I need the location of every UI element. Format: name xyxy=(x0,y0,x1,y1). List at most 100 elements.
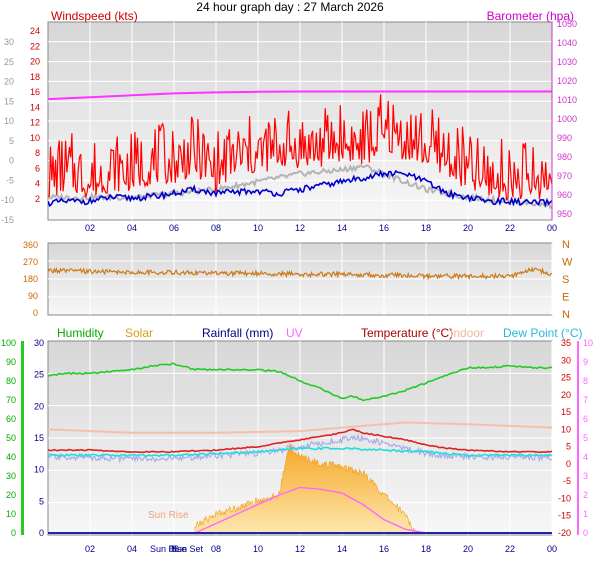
temperature-tick: 0 xyxy=(566,459,571,469)
uv-tick: 1 xyxy=(583,509,588,519)
compass-label: E xyxy=(562,292,569,304)
x-tick-label: 04 xyxy=(127,223,137,233)
rainfall-ticks: 30 25 20 15 10 5 0 xyxy=(34,338,44,538)
x-tick-label: 10 xyxy=(253,223,263,233)
barometer-tick: 1050 xyxy=(557,19,577,29)
wind-x-ticks: 02 04 06 08 10 12 14 16 18 20 22 00 xyxy=(85,223,557,233)
direction-degree-tick: 90 xyxy=(28,291,38,301)
uv-tick: 6 xyxy=(583,414,588,424)
climate-x-ticks: 02 04 06 08 10 12 14 16 18 20 22 00 xyxy=(85,544,557,554)
humidity-tick: 20 xyxy=(6,490,16,500)
windspeed-inner-tick: 16 xyxy=(30,87,40,97)
windspeed-outer-tick: 15 xyxy=(4,96,14,106)
x-tick-label: 16 xyxy=(379,223,389,233)
windspeed-inner-tick: 12 xyxy=(30,118,40,128)
temperature-tick: 20 xyxy=(561,390,571,400)
barometer-title: Barometer (hpa) xyxy=(487,9,574,23)
compass-label: W xyxy=(562,257,573,269)
uv-tick: 10 xyxy=(583,338,593,348)
windspeed-inner-ticks: 24 22 20 18 16 14 12 10 8 6 4 2 xyxy=(30,26,40,204)
x-tick-label: 20 xyxy=(463,223,473,233)
uv-tick: 9 xyxy=(583,357,588,367)
x-tick-label: 20 xyxy=(463,544,473,554)
wind-panel: Windspeed (kts) Barometer (hpa) 30252015… xyxy=(1,9,577,233)
humidity-line xyxy=(48,362,552,402)
uv-tick: 8 xyxy=(583,376,588,386)
temperature-line xyxy=(48,428,552,454)
rainfall-tick: 10 xyxy=(34,465,44,475)
temperature-tick: 25 xyxy=(561,373,571,383)
direction-panel-grid xyxy=(48,243,553,315)
legend-humidity: Humidity xyxy=(57,326,104,340)
uv-tick: 3 xyxy=(583,471,588,481)
humidity-tick: 80 xyxy=(6,376,16,386)
direction-degree-tick: 270 xyxy=(23,257,38,267)
windspeed-outer-tick: 5 xyxy=(9,136,14,146)
barometer-tick: 980 xyxy=(557,152,572,162)
legend-uv: UV xyxy=(286,326,303,340)
x-tick-label: 00 xyxy=(547,223,557,233)
humidity-tick: 70 xyxy=(6,395,16,405)
wind-gust-line xyxy=(48,94,552,201)
humidity-tick: 60 xyxy=(6,414,16,424)
compass-label: N xyxy=(562,309,570,321)
windspeed-inner-tick: 14 xyxy=(30,102,40,112)
legend-temperature: Temperature (°C) xyxy=(361,326,453,340)
humidity-axis-bar xyxy=(21,341,24,535)
dew-point-line xyxy=(48,446,552,458)
windspeed-outer-tick: -15 xyxy=(1,215,14,225)
x-tick-label: 12 xyxy=(295,223,305,233)
rainfall-tick: 30 xyxy=(34,338,44,348)
x-tick-label: 10 xyxy=(253,544,263,554)
uv-tick: 2 xyxy=(583,490,588,500)
uv-tick: 4 xyxy=(583,452,588,462)
compass-label: N xyxy=(562,239,570,251)
x-tick-label: 00 xyxy=(547,544,557,554)
barometer-tick: 1030 xyxy=(557,57,577,67)
windspeed-outer-ticks: 30 25 20 15 10 5 0 -5 -10 -15 xyxy=(1,37,14,225)
barometer-tick: 1040 xyxy=(557,38,577,48)
wind-panel-series xyxy=(48,90,552,210)
rainfall-tick: 5 xyxy=(39,496,44,506)
humidity-tick: 0 xyxy=(11,528,16,538)
windspeed-inner-tick: 6 xyxy=(35,163,40,173)
sunrise-axis-label: Sun Rise xyxy=(150,544,187,554)
wind-direction-line xyxy=(48,266,552,281)
x-tick-label: 04 xyxy=(127,544,137,554)
humidity-tick: 50 xyxy=(6,433,16,443)
temperature-tick: 35 xyxy=(561,338,571,348)
temperature-tick: -10 xyxy=(558,493,571,503)
x-tick-label: 12 xyxy=(295,544,305,554)
x-tick-label: 16 xyxy=(379,544,389,554)
x-tick-label: 14 xyxy=(337,223,347,233)
compass-label: S xyxy=(562,274,569,286)
windspeed-outer-tick: 20 xyxy=(4,77,14,87)
uv-tick: 7 xyxy=(583,395,588,405)
graph-title: 24 hour graph day : 27 March 2026 xyxy=(196,0,384,14)
legend-dew-point: Dew Point (°C) xyxy=(503,326,582,340)
barometer-tick: 1000 xyxy=(557,114,577,124)
barometer-tick: 1020 xyxy=(557,76,577,86)
barometer-line xyxy=(48,90,552,101)
solar-area xyxy=(194,442,416,535)
windspeed-outer-tick: 0 xyxy=(9,156,14,166)
temperature-tick: 15 xyxy=(561,407,571,417)
humidity-tick: 90 xyxy=(6,357,16,367)
legend-indoor: Indoor xyxy=(450,326,484,340)
temperature-ticks: 35 30 25 20 15 10 5 0 -5 -10 -15 -20 xyxy=(558,338,571,538)
humidity-tick: 10 xyxy=(6,509,16,519)
sunrise-label: Sun Rise xyxy=(148,510,189,521)
direction-degree-tick: 360 xyxy=(23,240,38,250)
x-tick-label: 08 xyxy=(211,223,221,233)
indoor-temperature-line xyxy=(48,421,552,434)
windspeed-inner-tick: 20 xyxy=(30,57,40,67)
windspeed-line xyxy=(48,169,552,208)
x-tick-label: 14 xyxy=(337,544,347,554)
windspeed-outer-tick: 30 xyxy=(4,37,14,47)
barometer-tick: 990 xyxy=(557,133,572,143)
direction-series xyxy=(48,266,552,281)
x-tick-label: 22 xyxy=(505,223,515,233)
